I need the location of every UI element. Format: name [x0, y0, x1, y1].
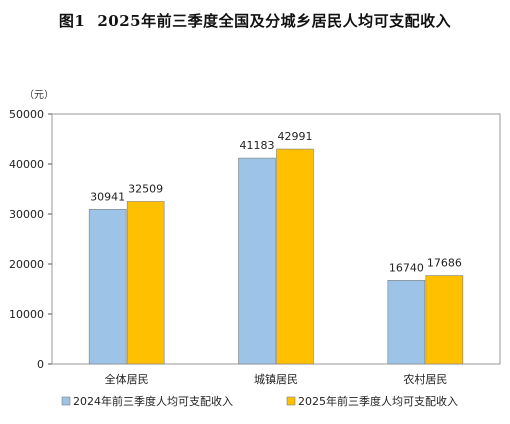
- bar: [387, 279, 426, 365]
- y-tick-label: 50000: [9, 108, 44, 121]
- y-tick-label: 20000: [9, 258, 44, 271]
- legend-swatch: [61, 396, 71, 406]
- bar-value-label: 42991: [278, 130, 313, 143]
- bar-value-label: 41183: [240, 139, 275, 152]
- plot-area-border: [51, 113, 501, 365]
- bar-value-label: 30941: [90, 190, 125, 203]
- legend-label: 2024年前三季度人均可支配收入: [73, 394, 233, 408]
- x-tick-label: 全体居民: [105, 372, 149, 386]
- y-tick-label: 40000: [9, 158, 44, 171]
- bar: [88, 208, 127, 365]
- x-tick-label: 农村居民: [403, 372, 447, 386]
- bar-value-label: 17686: [427, 257, 462, 270]
- chart-title: 图1 2025年前三季度全国及分城乡居民人均可支配收入: [0, 10, 510, 31]
- y-tick-label: 0: [37, 358, 44, 371]
- legend-label: 2025年前三季度人均可支配收入: [298, 394, 458, 408]
- y-axis-unit-label: （元）: [24, 90, 54, 101]
- chart-title-text: 2025年前三季度全国及分城乡居民人均可支配收入: [97, 12, 452, 30]
- legend-swatch: [286, 396, 296, 406]
- y-tick-label: 10000: [9, 308, 44, 321]
- bar: [425, 275, 464, 365]
- bar: [276, 148, 314, 365]
- bar-value-label: 16740: [389, 261, 424, 274]
- bar: [238, 157, 276, 365]
- x-tick-label: 城镇居民: [254, 372, 298, 386]
- bar-value-label: 32509: [128, 182, 163, 195]
- y-tick-label: 30000: [9, 208, 44, 221]
- figure-number: 图1: [58, 12, 86, 30]
- bar: [126, 201, 165, 365]
